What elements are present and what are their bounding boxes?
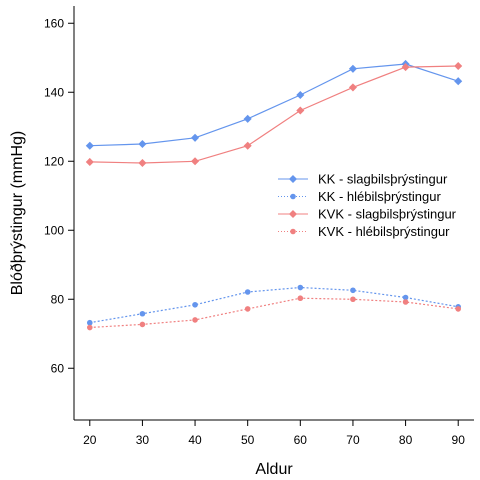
series-3 xyxy=(86,295,462,331)
y-tick-label: 120 xyxy=(44,154,64,168)
x-axis-title: Aldur xyxy=(255,461,293,478)
data-point xyxy=(191,157,200,166)
x-tick-label: 80 xyxy=(399,433,413,447)
legend-item: KK - slagbilsþrýstingur xyxy=(278,172,448,187)
data-point xyxy=(296,90,305,100)
data-point xyxy=(455,306,462,312)
data-point xyxy=(350,287,356,294)
x-tick-label: 70 xyxy=(346,433,360,447)
y-axis-title: Blóðþrýstingur (mmHg) xyxy=(9,131,26,295)
legend-item: KVK - hlébilsþrýstingur xyxy=(278,224,450,239)
data-point xyxy=(454,62,463,71)
y-tick-label: 80 xyxy=(51,292,65,306)
legend-item: KK - hlébilsþrýstingur xyxy=(278,189,441,204)
series-2 xyxy=(85,62,463,167)
legend-marker xyxy=(290,228,296,235)
legend-label: KK - slagbilsþrýstingur xyxy=(318,172,448,187)
data-point xyxy=(139,321,146,328)
data-point xyxy=(401,63,410,72)
series-layer xyxy=(85,59,463,331)
series-0 xyxy=(85,59,463,150)
y-tick-label: 100 xyxy=(44,223,64,237)
data-point xyxy=(85,157,94,166)
data-point xyxy=(243,114,252,123)
y-tick-label: 140 xyxy=(44,85,64,99)
data-point xyxy=(402,299,409,305)
y-tick-label: 60 xyxy=(51,361,65,375)
series-line xyxy=(89,65,459,164)
data-point xyxy=(85,141,94,150)
legend-marker xyxy=(290,193,296,200)
data-point xyxy=(138,158,147,167)
legend-label: KVK - slagbilsþrýstingur xyxy=(318,207,457,222)
legend-label: KK - hlébilsþrýstingur xyxy=(318,189,441,204)
axes: 60 80 100 120 140 160 20 30 40 50 60 70 80 90 xyxy=(44,6,474,447)
data-point xyxy=(139,310,146,317)
data-point xyxy=(350,296,356,303)
data-point xyxy=(348,83,357,92)
legend-label: KVK - hlébilsþrýstingur xyxy=(318,224,450,239)
x-tick-label: 30 xyxy=(136,433,150,447)
data-point xyxy=(243,141,252,150)
legend: KK - slagbilsþrýstingur KK - hlébilsþrýst… xyxy=(278,172,457,239)
data-point xyxy=(192,301,198,308)
series-line xyxy=(89,286,459,324)
data-point xyxy=(191,133,200,142)
series-line xyxy=(89,297,459,329)
x-tick-label: 40 xyxy=(188,433,202,447)
data-point xyxy=(244,289,251,295)
series-1 xyxy=(86,284,462,326)
data-point xyxy=(348,64,357,73)
data-point xyxy=(192,317,198,323)
series-line xyxy=(89,63,459,147)
data-point xyxy=(86,324,93,331)
data-point xyxy=(296,106,305,115)
legend-marker xyxy=(288,209,298,219)
y-tick-label: 160 xyxy=(44,16,64,30)
data-point xyxy=(244,306,251,312)
x-tick-label: 60 xyxy=(294,433,308,447)
data-point xyxy=(402,294,409,301)
legend-item: KVK - slagbilsþrýstingur xyxy=(278,207,457,222)
data-point xyxy=(86,319,93,326)
data-point xyxy=(297,295,304,302)
x-tick-label: 90 xyxy=(452,433,466,447)
data-point xyxy=(138,139,147,149)
data-point xyxy=(454,77,463,86)
x-tick-label: 20 xyxy=(83,433,97,447)
x-tick-label: 50 xyxy=(241,433,255,447)
legend-marker xyxy=(288,174,298,184)
data-point xyxy=(297,284,304,291)
